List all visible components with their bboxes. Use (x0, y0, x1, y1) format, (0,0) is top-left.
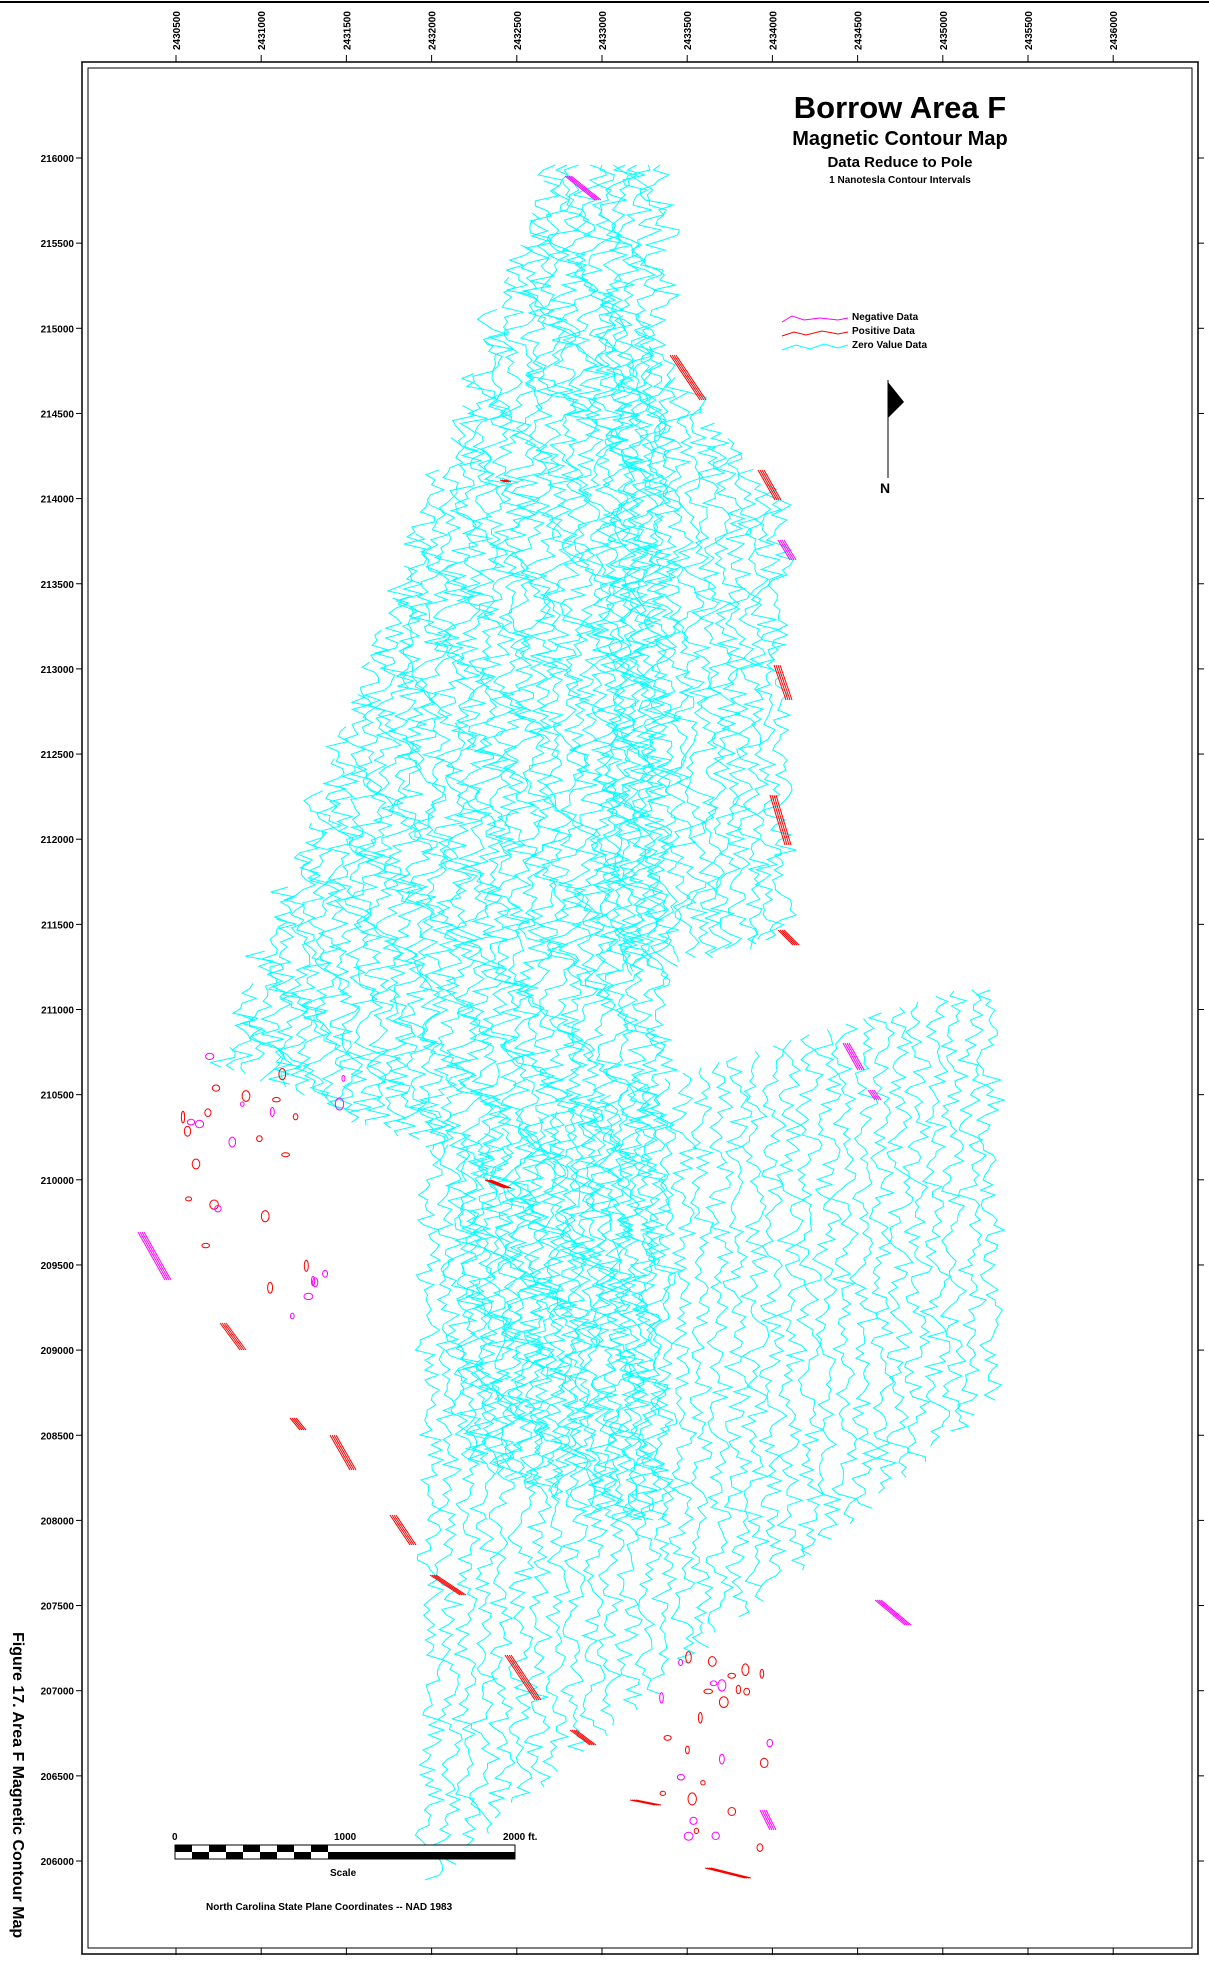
x-tick-label: 2432500 (513, 11, 524, 50)
y-tick-label: 212500 (41, 750, 75, 761)
figure-caption-text: Figure 17. Area F Magnetic Contour Map (9, 1632, 26, 1939)
inner-frame (87, 67, 1193, 1949)
scale-tick-2000: 2000 ft. (503, 1832, 538, 1843)
legend-label: Positive Data (852, 326, 915, 337)
y-tick-label: 213000 (41, 665, 75, 676)
y-tick-label: 206500 (41, 1772, 75, 1783)
y-tick-label: 216000 (41, 154, 75, 165)
outer-frame (81, 61, 1199, 1955)
y-tick-label: 209000 (41, 1346, 75, 1357)
map-subtitle: Magnetic Contour Map (792, 128, 1008, 150)
x-tick-label: 2435500 (1024, 11, 1035, 50)
coordinate-ticks: 2430500 2431000 2431500 2432000 2432500 24330… (41, 11, 1204, 1955)
north-label: N (880, 480, 891, 496)
legend-label: Zero Value Data (852, 340, 928, 351)
y-tick-label: 212000 (41, 835, 75, 846)
map-title: Borrow Area F (793, 90, 1007, 125)
y-tick-label: 207500 (41, 1602, 75, 1613)
scale-tick-1000: 1000 (334, 1832, 357, 1843)
scale-bar (174, 1844, 516, 1860)
title-block: Borrow Area F Magnetic Contour Map Data … (740, 90, 1060, 188)
y-tick-label: 206000 (41, 1857, 75, 1868)
y-tick-label: 215500 (41, 239, 75, 250)
y-tick-label: 210000 (41, 1176, 75, 1187)
coordinate-note: North Carolina State Plane Coordinates -… (206, 1902, 453, 1913)
contour-data (137, 164, 1006, 1881)
x-tick-label: 2434500 (854, 11, 865, 50)
x-tick-label: 2434000 (768, 11, 779, 50)
y-tick-label: 213500 (41, 580, 75, 591)
legend-swatch-negative-icon (781, 315, 849, 323)
y-tick-label: 210500 (41, 1091, 75, 1102)
north-arrow-icon (887, 380, 904, 478)
y-tick-label: 208000 (41, 1516, 75, 1527)
map-subtitle-3: 1 Nanotesla Contour Intervals (829, 175, 971, 186)
y-tick-label: 214500 (41, 409, 75, 420)
x-tick-label: 2435000 (939, 11, 950, 50)
map-subtitle-2: Data Reduce to Pole (827, 154, 973, 171)
y-tick-label: 211000 (41, 1006, 74, 1017)
x-tick-label: 2431000 (257, 11, 268, 50)
y-tick-label: 215000 (41, 324, 75, 335)
y-tick-label: 207000 (41, 1687, 75, 1698)
y-tick-label: 209500 (41, 1261, 75, 1272)
x-tick-label: 2430500 (172, 11, 183, 50)
x-tick-label: 2436000 (1109, 11, 1120, 50)
legend-label: Negative Data (852, 312, 919, 323)
legend-swatch-positive-icon (781, 330, 849, 337)
y-tick-label: 208500 (41, 1431, 75, 1442)
legend-swatch-zero-icon (781, 343, 849, 351)
scale-label: Scale (330, 1868, 357, 1879)
y-tick-label: 214000 (41, 495, 75, 506)
x-tick-label: 2432000 (428, 11, 439, 50)
y-tick-label: 211500 (41, 920, 74, 931)
scale-tick-0: 0 (172, 1832, 178, 1843)
x-tick-label: 2431500 (342, 11, 353, 50)
x-tick-label: 2433500 (683, 11, 694, 50)
x-tick-label: 2433000 (598, 11, 609, 50)
